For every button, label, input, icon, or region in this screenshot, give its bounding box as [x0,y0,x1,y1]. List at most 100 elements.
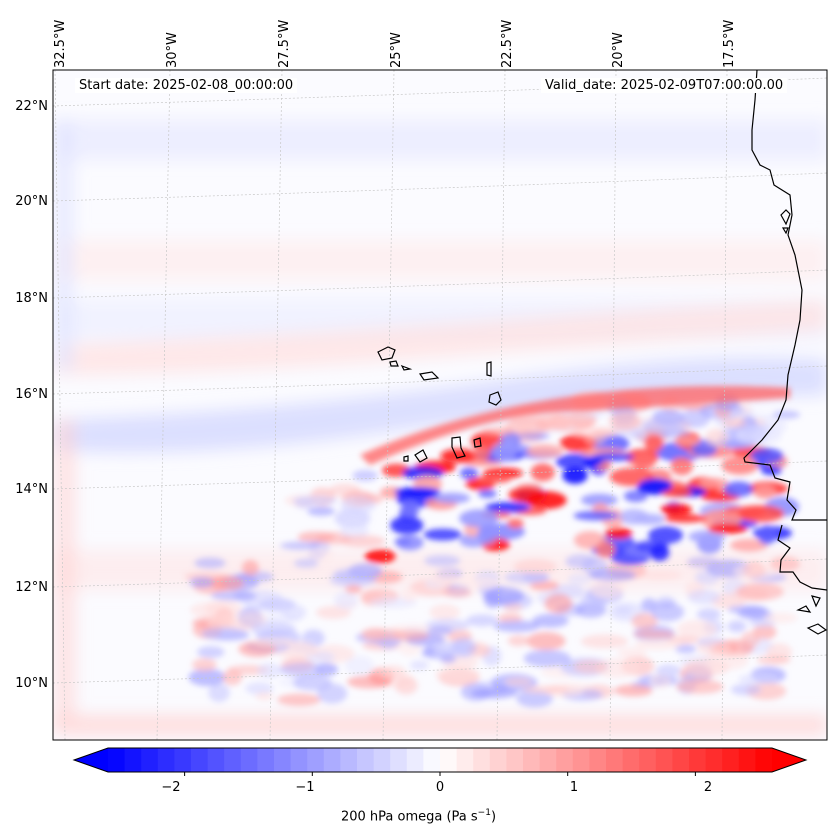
lon-label-17-5w: 17.5°W [722,19,737,68]
lat-label-14n: 14°N [15,482,48,497]
omega-cell [568,573,591,585]
omega-cell [623,490,648,503]
coastlines [377,70,827,635]
omega-cell [433,492,471,504]
omega-cell [435,666,481,682]
canary-islands [780,209,791,235]
omega-cell [255,692,274,701]
omega-cell [513,559,557,575]
omega-cell [440,654,457,664]
omega-cell [522,685,570,694]
omega-cell [423,528,462,541]
colorbar-segment [506,748,524,772]
omega-cell [208,683,230,703]
omega-cell [478,475,512,484]
lon-label-20w: 20°W [611,32,626,68]
omega-cell [734,425,782,446]
colorbar-segment [224,748,242,772]
colorbar-segment [672,748,690,772]
lat-label-18n: 18°N [15,291,48,306]
lon-label-30w: 30°W [165,32,180,68]
omega-cell [451,637,476,657]
lat-label-10n: 10°N [15,676,48,691]
omega-cell [730,538,768,552]
omega-cell [201,627,249,641]
omega-positive-band [360,385,790,465]
omega-cell [292,674,332,691]
omega-cell [493,620,540,633]
omega-cell [595,658,638,678]
omega-cell [632,453,656,470]
omega-cell [544,593,573,614]
omega-cell [526,444,564,458]
omega-cell [721,418,747,428]
omega-cell [292,495,338,506]
omega-cell [633,629,675,639]
omega-cell [663,514,707,523]
omega-cell [442,587,473,598]
omega-cell [609,411,641,431]
colorbar-segment [124,748,142,772]
colorbar-segment [373,748,391,772]
omega-cell [340,496,376,514]
omega-cell [649,544,670,562]
omega-cell [754,485,776,500]
omega-cell [504,677,532,686]
lon-label-22-5w: 22.5°W [500,19,515,68]
omega-cell [210,590,256,601]
lat-label-16n: 16°N [15,387,48,402]
omega-cell [257,663,282,679]
omega-cell [480,427,514,436]
lat-label-12n: 12°N [15,580,48,595]
lat-label-20n: 20°N [15,194,48,209]
omega-cell [761,465,782,476]
omega-cell [529,580,560,591]
cape-verde-brava [403,455,409,462]
colorbar-tick-label-1: 1 [569,780,579,795]
colorbar-segment [655,748,673,772]
omega-cell [727,620,747,633]
omega-cell [478,489,497,499]
omega-cell [280,541,322,550]
colorbar-segment [274,748,292,772]
omega-cell [477,524,498,544]
colorbar-segment [108,748,126,772]
colorbar-segment [207,748,225,772]
omega-cell [675,644,697,654]
omega-cell [532,613,569,628]
omega-cell [396,534,424,551]
colorbar-segment [423,748,441,772]
bijagos-islands [796,595,827,635]
omega-cell [505,416,550,435]
omega-cell [380,665,406,680]
omega-cell [688,530,726,543]
cape-verde-santiago [451,436,466,459]
omega-cell [617,647,648,659]
omega-cell [637,570,682,580]
omega-cell [750,448,784,464]
omega-cell [344,656,374,676]
omega-cell [410,660,429,670]
lon-label-25w: 25°W [389,32,404,68]
omega-cell [294,558,319,568]
omega-cell [491,442,517,462]
colorbar-segment [755,748,773,772]
omega-cell [333,567,378,582]
omega-cell [427,626,454,636]
colorbar-segment [556,748,574,772]
omega-cell [470,687,518,699]
omega-cell [696,608,721,621]
omega-cell [523,649,571,668]
omega-cell [699,477,729,488]
omega-cell [579,593,607,613]
omega-cell [277,693,321,706]
omega-cell [733,563,779,580]
omega-cell [279,662,327,678]
omega-cell [352,469,378,482]
omega-cell [670,457,693,476]
omega-cell [507,518,524,529]
lat-label-22n: 22°N [15,99,48,114]
colorbar-segment [572,748,590,772]
start-date-label: Start date: 2025-02-08_00:00:00 [75,78,298,93]
